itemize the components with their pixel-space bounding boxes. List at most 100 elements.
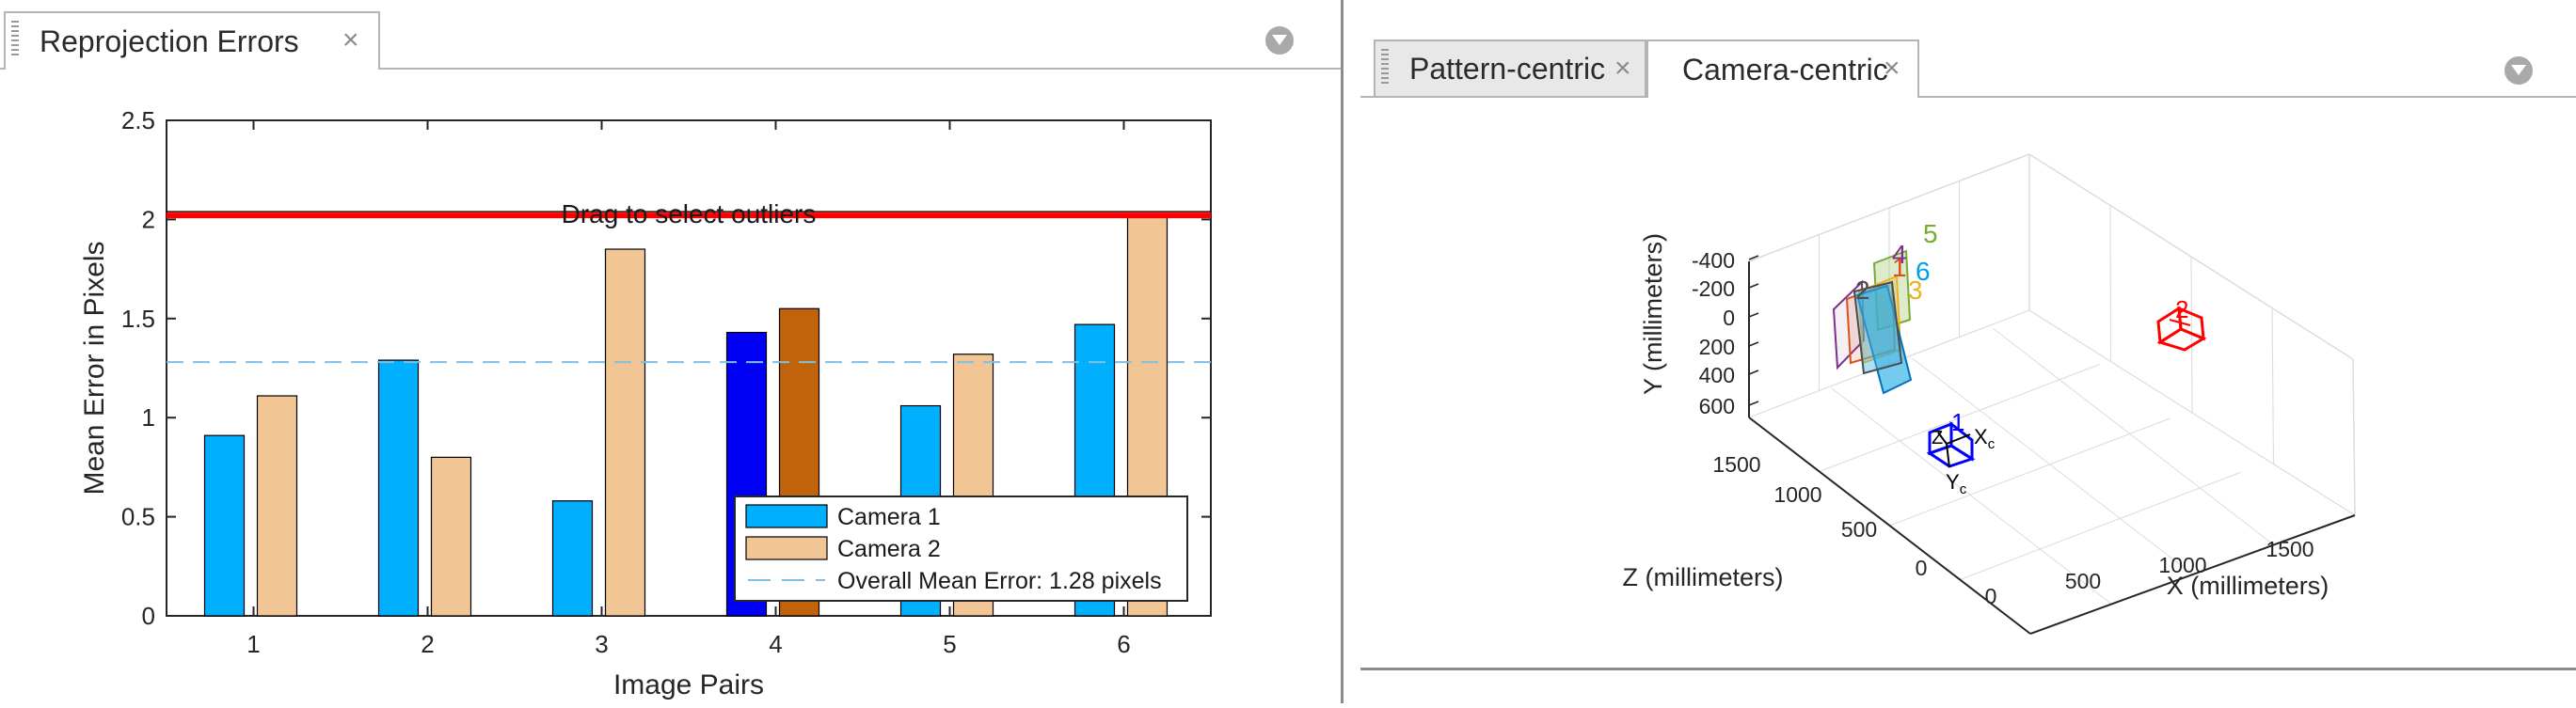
camera2-axis [2169, 319, 2191, 326]
panel-gutter [1344, 0, 1360, 703]
3d-plot-svg[interactable]: -400-20002004006000500100015000500100015… [1360, 98, 2576, 662]
y-tick-label: 1 [142, 403, 155, 432]
grid-edge [2352, 358, 2356, 516]
camera1-label: 1 [1951, 408, 1964, 436]
grid-line [1819, 364, 2100, 472]
tab-reprojection-errors[interactable]: Reprojection Errors × [4, 11, 380, 70]
grid-line [1960, 472, 2241, 580]
y-tick-label: 0 [1723, 306, 1735, 330]
pattern-label: 4 [1892, 240, 1907, 269]
y-tick-label: -200 [1692, 276, 1735, 301]
camera2-bar-1[interactable] [256, 395, 298, 617]
reprojection-errors-panel: Reprojection Errors × 0 0.5 1 1.5 2 2.5 1 2 3 4 5 6… [0, 0, 1344, 703]
y-tick-mark [1748, 401, 1759, 406]
x-tick-label: 1000 [2158, 553, 2206, 577]
panel-menu-button[interactable] [1265, 26, 1294, 55]
camera1-yc-label: Yc [1946, 470, 1967, 497]
xc-sub: c [1988, 436, 1996, 452]
pattern-2[interactable] [1852, 280, 1903, 375]
x-tick-label: 1500 [2266, 537, 2314, 561]
camera1-z-axis [1937, 432, 1948, 445]
x-tick-label: 500 [2065, 569, 2101, 593]
pattern-label: 3 [1908, 275, 1923, 305]
x-tick-label: 2 [421, 630, 434, 658]
tab-label: Pattern-centric [1409, 51, 1606, 86]
camera2-bar-3[interactable] [604, 248, 646, 617]
y-tick-label: 1.5 [121, 305, 155, 333]
y-tick-mark [1748, 255, 1759, 260]
tab-grip-icon[interactable] [11, 21, 19, 58]
grid-line [1912, 357, 2193, 575]
y-tick-mark [1748, 370, 1759, 375]
reprojection-errors-chart: 0 0.5 1 1.5 2 2.5 1 2 3 4 5 6 Drag to select outlier… [0, 70, 1341, 703]
close-icon[interactable]: × [342, 24, 359, 55]
left-tab-bar: Reprojection Errors × [0, 11, 1341, 70]
y-tick-label: 0 [142, 602, 155, 630]
y-tick-label: 2 [142, 205, 155, 233]
z-tick-label: 0 [1916, 556, 1928, 580]
legend-label: Camera 1 [837, 504, 941, 530]
grid-line [1993, 328, 2275, 545]
legend-label: Camera 2 [837, 536, 941, 562]
legend-label: Overall Mean Error: 1.28 pixels [837, 568, 1162, 594]
z-tick-label: 1500 [1712, 452, 1760, 477]
z-tick-label: 1000 [1773, 482, 1821, 507]
xc-main: X [1974, 425, 1988, 448]
camera1-bar-2[interactable] [377, 359, 420, 617]
yc-main: Y [1946, 470, 1960, 494]
drag-to-select-label: Drag to select outliers [562, 199, 817, 228]
panel-bottom-border [1360, 668, 2576, 670]
bar-chart-svg[interactable]: 0 0.5 1 1.5 2 2.5 1 2 3 4 5 6 Drag to select outlier… [0, 70, 1341, 703]
y-axis-label: Mean Error in Pixels [79, 241, 110, 495]
z-axis-label: Z (millimeters) [1623, 563, 1784, 591]
y-tick-label: 2.5 [121, 106, 155, 134]
y-tick-mark [1748, 283, 1759, 289]
camera2-label: 2 [2175, 295, 2188, 323]
y-tick-label: 400 [1699, 363, 1735, 387]
camera1-bar-3[interactable] [551, 500, 594, 617]
axes-group [1748, 153, 2356, 635]
camera1-bar-1[interactable] [203, 434, 246, 617]
grid-line [1889, 417, 2171, 527]
y-tick-label: 0.5 [121, 503, 155, 531]
x-axis-label: X (millimeters) [2167, 572, 2330, 600]
tab-pattern-centric[interactable]: Pattern-centric × [1374, 39, 1646, 96]
pattern-label: 5 [1923, 219, 1938, 248]
x-tick-label: 6 [1117, 630, 1130, 658]
right-tab-bar: Pattern-centric × Camera-centric × [1360, 39, 2576, 98]
tab-label: Camera-centric [1682, 52, 1888, 87]
x-tick-label: 1 [246, 630, 260, 658]
yc-sub: c [1960, 481, 1967, 497]
grid-line [1830, 387, 2112, 605]
grid-line [2109, 205, 2112, 362]
tab-grip-icon[interactable] [1381, 49, 1389, 87]
legend-swatch-camera2 [745, 536, 828, 560]
camera1-marker[interactable] [1926, 420, 1976, 468]
camera2-bar-2[interactable] [430, 456, 472, 617]
pattern-label: 1 [1892, 253, 1907, 282]
y-tick-label: -400 [1692, 248, 1735, 273]
tab-camera-centric[interactable]: Camera-centric × [1646, 39, 1919, 98]
z-axis-line [1748, 417, 2031, 635]
close-icon[interactable]: × [1614, 53, 1631, 84]
panel-menu-button[interactable] [2504, 56, 2533, 85]
camera2-marker[interactable] [2156, 306, 2207, 352]
pattern-label: 2 [1855, 275, 1870, 305]
camera1-bottom [1926, 444, 1976, 468]
x-tick-label: 4 [769, 630, 782, 658]
camera-extrinsics-panel: Pattern-centric × Camera-centric × -400 -… [1360, 0, 2576, 703]
close-icon[interactable]: × [1884, 53, 1900, 84]
x-tick-label: 5 [943, 630, 956, 658]
tab-label: Reprojection Errors [40, 24, 299, 58]
legend-swatch-camera1 [745, 504, 828, 528]
calibration-patterns [1832, 249, 1913, 395]
pattern-6[interactable] [1855, 284, 1913, 395]
pattern-label: 6 [1916, 257, 1931, 286]
y-tick-label: 200 [1699, 335, 1735, 359]
camera1-y-axis [1946, 443, 1950, 468]
camera2-bottom [2156, 327, 2207, 352]
camera1-zc-label: Z [1932, 428, 1943, 448]
grid-line [2271, 307, 2275, 464]
y-tick-mark [1748, 341, 1759, 347]
y-tick-label: 600 [1699, 394, 1735, 418]
